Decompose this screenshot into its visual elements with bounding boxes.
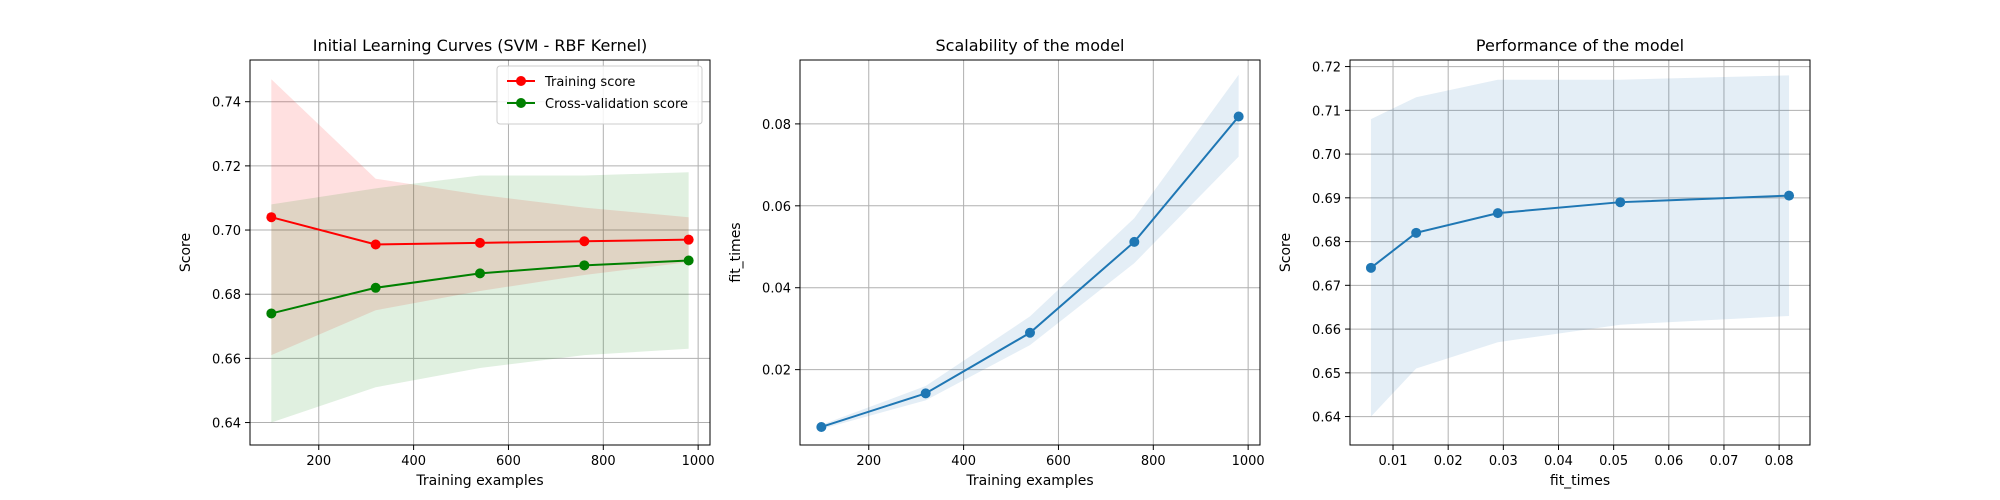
chart-title: Performance of the model xyxy=(1476,36,1684,55)
y-axis-label: Score xyxy=(178,233,194,272)
chart-panel-3: 0.01 0.02 0.03 0.04 0.05 0.06 0.07 0.08 0.64 0.65… xyxy=(1278,36,1811,489)
x-tick-label: 0.01 xyxy=(1379,454,1408,469)
plot-frame xyxy=(1349,59,1811,446)
x-tick-label: 0.04 xyxy=(1544,454,1573,469)
y-tick-label: 0.72 xyxy=(212,160,241,175)
x-tick-label: 0.06 xyxy=(1654,454,1683,469)
chart-panel-2: 200 400 600 800 1000 0.02 0.04 0.06 0.08 Scalabil… xyxy=(728,36,1265,489)
series-1-point xyxy=(683,234,694,245)
series-1-point xyxy=(266,212,277,223)
legend-entry-label: Cross-validation score xyxy=(545,97,688,112)
x-tick-label: 1000 xyxy=(1232,454,1265,469)
x-tick-label: 200 xyxy=(856,454,881,469)
series-2-std-band xyxy=(271,172,689,423)
y-tick-label: 0.04 xyxy=(762,282,791,297)
series-1-std-band xyxy=(821,74,1239,430)
y-tick-label: 0.70 xyxy=(1312,148,1341,163)
x-tick-label: 0.05 xyxy=(1599,454,1628,469)
x-tick-label: 0.03 xyxy=(1489,454,1518,469)
series-1-std-band xyxy=(1370,75,1790,417)
x-tick-label: 600 xyxy=(1046,454,1071,469)
series-1-point xyxy=(1784,190,1795,201)
y-tick-label: 0.02 xyxy=(762,364,791,379)
x-tick-label: 800 xyxy=(1141,454,1166,469)
series-1-point xyxy=(370,239,381,250)
x-axis-label: fit_times xyxy=(1550,473,1610,489)
series-1-point xyxy=(816,421,827,432)
y-tick-label: 0.71 xyxy=(1312,104,1341,119)
y-tick-label: 0.68 xyxy=(212,288,241,303)
legend-entry-label: Training score xyxy=(544,75,635,90)
x-tick-label: 400 xyxy=(951,454,976,469)
series-2-point xyxy=(475,268,485,279)
x-tick-label: 200 xyxy=(306,454,331,469)
legend: Training score Cross-validation score xyxy=(496,65,703,125)
series-1-point xyxy=(1615,197,1626,208)
x-tick-label: 800 xyxy=(591,454,616,469)
y-tick-label: 0.64 xyxy=(1312,411,1341,426)
series-1-point xyxy=(1365,262,1376,273)
x-tick-label: 0.08 xyxy=(1765,454,1794,469)
y-tick-label: 0.06 xyxy=(762,200,791,215)
x-tick-label: 600 xyxy=(496,454,521,469)
series-1-point xyxy=(920,388,931,399)
series-2-point xyxy=(683,255,694,266)
series-1-point xyxy=(1233,111,1244,122)
chart-title: Initial Learning Curves (SVM - RBF Kerne… xyxy=(313,36,648,55)
y-axis-label: fit_times xyxy=(728,222,744,282)
legend-swatch-marker xyxy=(516,76,526,86)
y-tick-label: 0.08 xyxy=(762,118,791,133)
legend-box xyxy=(496,65,703,125)
chart-panel-1: 200 400 600 800 1000 0.64 0.66 0.68 0.70 0.72 0.74… xyxy=(178,36,715,489)
y-tick-label: 0.70 xyxy=(212,224,241,239)
y-tick-label: 0.66 xyxy=(212,352,241,367)
y-tick-label: 0.68 xyxy=(1312,236,1341,251)
y-tick-label: 0.66 xyxy=(1312,323,1341,338)
x-axis-label: Training examples xyxy=(415,473,543,489)
legend-swatch-marker xyxy=(516,98,526,108)
x-tick-label: 1000 xyxy=(682,454,715,469)
series-1-point xyxy=(579,236,590,247)
series-1-point xyxy=(1411,227,1422,238)
y-tick-label: 0.67 xyxy=(1312,279,1341,294)
y-tick-label: 0.72 xyxy=(1312,61,1341,76)
plot-frame xyxy=(249,59,711,446)
series-1-point xyxy=(1025,327,1035,338)
series-2-point xyxy=(370,282,381,293)
y-tick-label: 0.64 xyxy=(212,417,241,432)
y-tick-label: 0.69 xyxy=(1312,192,1341,207)
series-2-point xyxy=(266,308,277,319)
x-tick-label: 400 xyxy=(401,454,426,469)
x-axis-label: Training examples xyxy=(965,473,1093,489)
series-1-point xyxy=(1129,236,1140,247)
series-1-point xyxy=(1492,208,1503,219)
plot-frame xyxy=(799,59,1261,446)
chart-title: Scalability of the model xyxy=(936,36,1125,55)
x-tick-label: 0.07 xyxy=(1709,454,1738,469)
series-1-point xyxy=(475,237,485,248)
series-2-point xyxy=(579,260,590,271)
y-tick-label: 0.74 xyxy=(212,96,241,111)
x-tick-label: 0.02 xyxy=(1434,454,1463,469)
y-tick-label: 0.65 xyxy=(1312,367,1341,382)
y-axis-label: Score xyxy=(1278,233,1294,272)
